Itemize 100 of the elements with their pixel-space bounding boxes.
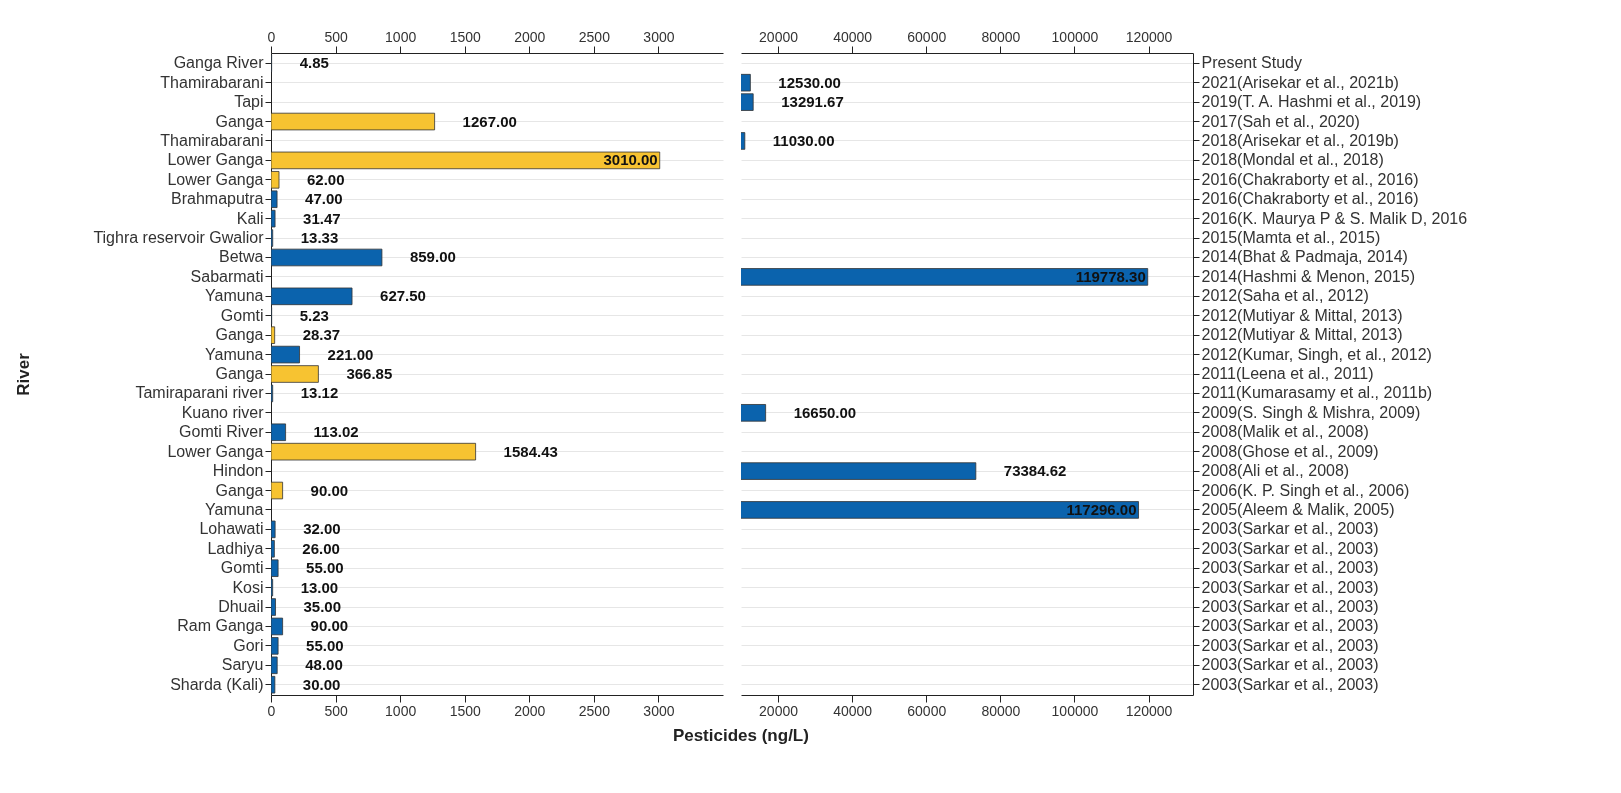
y-tick-label: Tapi bbox=[234, 93, 264, 111]
x2-tick-label: 1000 bbox=[385, 28, 417, 45]
y-tick-label: Saryu bbox=[221, 656, 264, 674]
y2-tick-label: 2012(Mutiyar & Mittal, 2013) bbox=[1201, 326, 1403, 344]
x-tick-label: 20000 bbox=[759, 702, 799, 719]
y2-tick-label: 2003(Sarkar et al., 2003) bbox=[1201, 559, 1379, 577]
y2-tick-label: 2015(Mamta et al., 2015) bbox=[1201, 229, 1381, 247]
y-tick-label: Gomti bbox=[220, 559, 264, 577]
data-label: 113.02 bbox=[313, 423, 359, 441]
x-tick-label: 2000 bbox=[514, 702, 546, 719]
data-label: 13.33 bbox=[300, 229, 339, 247]
y-tick-label: Yamuna bbox=[205, 345, 264, 363]
bar bbox=[271, 675, 276, 694]
x2-tick-label: 3000 bbox=[643, 28, 675, 45]
x-tick-label: 60000 bbox=[907, 702, 947, 719]
data-label: 13291.67 bbox=[781, 93, 844, 111]
y2-tick-label: 2006(K. P. Singh et al., 2006) bbox=[1201, 481, 1410, 499]
data-label: 366.85 bbox=[346, 365, 393, 382]
x-tick-label: 3000 bbox=[643, 702, 675, 719]
data-label: 47.00 bbox=[305, 190, 343, 208]
y2-tick-label: 2008(Ali et al., 2008) bbox=[1201, 462, 1350, 480]
y-tick-label: Yamuna bbox=[205, 500, 264, 518]
y-tick-label: Gori bbox=[233, 636, 264, 654]
y-tick-label: Sharda (Kali) bbox=[170, 675, 264, 693]
data-label: 55.00 bbox=[306, 636, 344, 654]
y-tick-label: Brahmaputra bbox=[171, 190, 264, 208]
data-label: 12530.00 bbox=[778, 73, 841, 91]
x-tick-label: 1000 bbox=[385, 702, 417, 719]
y-tick-label: Thamirabarani bbox=[160, 131, 264, 149]
data-label: 13.12 bbox=[300, 384, 339, 402]
y-tick-label: Tighra reservoir Gwalior bbox=[93, 229, 265, 247]
y2-tick-label: 2016(Chakraborty et al., 2016) bbox=[1201, 190, 1419, 208]
y-tick-label: Thamirabarani bbox=[160, 73, 264, 91]
y2-tick-label: 2003(Sarkar et al., 2003) bbox=[1201, 539, 1379, 557]
x-tick-label: 100000 bbox=[1051, 702, 1099, 719]
y-tick-label: Kosi bbox=[232, 578, 264, 596]
y2-tick-label: 2005(Aleem & Malik, 2005) bbox=[1201, 500, 1395, 518]
y-tick-label: Yamuna bbox=[205, 287, 264, 305]
data-label: 30.00 bbox=[302, 675, 341, 693]
y-tick-label: Ganga bbox=[215, 326, 264, 344]
y2-tick-label: 2009(S. Singh & Mishra, 2009) bbox=[1201, 403, 1421, 421]
y2-tick-label: 2011(Leena et al., 2011) bbox=[1201, 365, 1374, 382]
x2-tick-label: 120000 bbox=[1125, 28, 1173, 45]
x2-tick-label: 2000 bbox=[514, 28, 546, 45]
y2-tick-label: 2012(Mutiyar & Mittal, 2013) bbox=[1201, 306, 1403, 324]
y-tick-label: Ganga bbox=[215, 112, 264, 130]
y-tick-label: Ganga bbox=[215, 481, 264, 499]
y2-tick-label: 2017(Sah et al., 2020) bbox=[1201, 112, 1360, 130]
x-tick-label: 0 bbox=[267, 702, 276, 719]
data-label: 13.00 bbox=[300, 578, 339, 596]
x2-tick-label: 1500 bbox=[449, 28, 481, 45]
data-label: 3010.00 bbox=[603, 151, 658, 169]
data-label: 28.37 bbox=[302, 326, 341, 344]
y2-tick-label: 2014(Hashmi & Menon, 2015) bbox=[1201, 267, 1415, 285]
y-tick-label: Betwa bbox=[219, 248, 264, 266]
y2-tick-label: 2019(T. A. Hashmi et al., 2019) bbox=[1201, 93, 1422, 111]
data-label: 859.00 bbox=[409, 248, 456, 266]
data-label: 119778.30 bbox=[1075, 267, 1146, 285]
bar bbox=[271, 423, 286, 442]
bar bbox=[271, 520, 276, 539]
bar bbox=[271, 442, 477, 461]
x2-tick-label: 2500 bbox=[578, 28, 611, 45]
y-tick-label: Lower Ganga bbox=[167, 442, 264, 460]
y-tick-label: Lower Ganga bbox=[167, 170, 264, 188]
data-label: 35.00 bbox=[303, 598, 342, 616]
y2-tick-label: 2003(Sarkar et al., 2003) bbox=[1201, 598, 1379, 616]
y2-tick-label: 2012(Saha et al., 2012) bbox=[1201, 287, 1369, 305]
x-tick-label: 80000 bbox=[981, 702, 1021, 719]
data-label: 48.00 bbox=[305, 656, 343, 674]
x-tick-label: 120000 bbox=[1125, 702, 1173, 719]
data-label: 16650.00 bbox=[793, 403, 857, 421]
x2-tick-label: 500 bbox=[324, 28, 348, 45]
x2-tick-label: 20000 bbox=[759, 28, 799, 45]
y-tick-label: Sabarmati bbox=[190, 267, 264, 285]
x2-tick-label: 40000 bbox=[833, 28, 873, 45]
y-tick-label: Ganga bbox=[215, 365, 264, 382]
data-label: 11030.00 bbox=[772, 131, 835, 149]
y2-tick-label: 2018(Arisekar et al., 2019b) bbox=[1201, 131, 1399, 149]
data-label: 32.00 bbox=[303, 520, 341, 538]
x-tick-label: 40000 bbox=[833, 702, 873, 719]
y2-tick-label: 2016(Chakraborty et al., 2016) bbox=[1201, 170, 1419, 188]
y2-tick-label: 2003(Sarkar et al., 2003) bbox=[1201, 520, 1379, 538]
data-label: 73384.62 bbox=[1003, 462, 1067, 480]
data-label: 1267.00 bbox=[462, 112, 517, 130]
y2-tick-label: 2014(Bhat & Padmaja, 2014) bbox=[1201, 248, 1408, 266]
bar bbox=[271, 112, 436, 131]
y-tick-label: Lower Ganga bbox=[167, 151, 264, 169]
y2-tick-label: 2008(Ghose et al., 2009) bbox=[1201, 442, 1379, 460]
x-tick-label: 2500 bbox=[578, 702, 611, 719]
y-tick-label: Hindon bbox=[212, 462, 264, 480]
x-tick-label: 500 bbox=[324, 702, 348, 719]
x2-tick-label: 60000 bbox=[907, 28, 947, 45]
bar bbox=[271, 481, 284, 500]
y2-tick-label: 2003(Sarkar et al., 2003) bbox=[1201, 578, 1379, 596]
data-label: 627.50 bbox=[380, 287, 426, 305]
data-label: 221.00 bbox=[327, 345, 374, 363]
y2-tick-label: 2012(Kumar, Singh, et al., 2012) bbox=[1201, 345, 1432, 363]
y2-tick-label: 2003(Sarkar et al., 2003) bbox=[1201, 636, 1379, 654]
data-label: 62.00 bbox=[307, 170, 345, 188]
y2-tick-label: 2016(K. Maurya P & S. Malik D, 2016 bbox=[1201, 209, 1468, 227]
